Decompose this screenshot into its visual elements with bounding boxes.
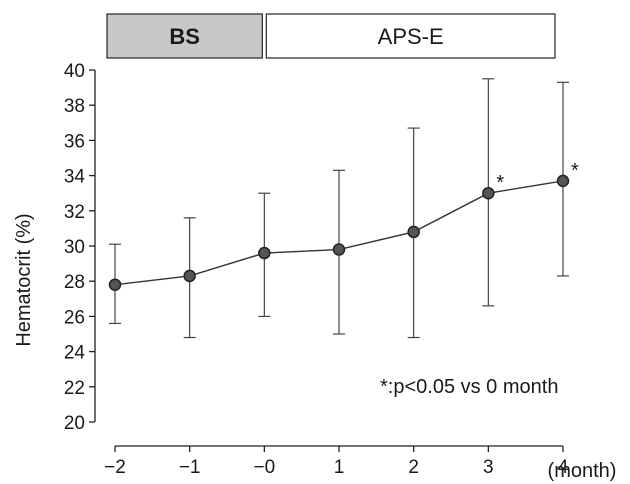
data-point-5 [482,186,495,200]
x-tick-label-6: 4 [558,457,569,478]
phase-label-bs: BS [169,24,200,49]
phase-box-aps-e [265,13,556,59]
y-tick-label-40: 40 [64,61,85,82]
x-tick-label-0: −2 [104,457,126,478]
phase-bar: BS APS-E [106,13,556,59]
significance-note: *:p<0.05 vs 0 month [380,376,558,398]
significance-star-6: * [571,160,579,182]
data-point-1 [183,269,196,283]
data-series: ** [108,78,579,339]
x-tick-label-1: −1 [179,457,201,478]
x-tick-label-4: 2 [408,457,419,478]
x-axis-title: (month) [548,460,617,482]
x-tick-label-2: −0 [253,457,275,478]
phase-label-aps-e: APS-E [378,24,444,49]
x-tick-label-3: 1 [334,457,345,478]
y-tick-label-20: 20 [64,413,85,434]
y-tick-label-38: 38 [64,96,85,117]
data-point-6 [556,174,570,188]
data-point-2 [258,246,271,260]
y-tick-label-26: 26 [64,307,85,328]
y-tick-label-22: 22 [64,378,85,399]
y-tick-label-36: 36 [64,131,85,152]
phase-box-bs [106,13,263,59]
y-tick-label-30: 30 [64,237,85,258]
data-point-4 [407,225,420,239]
data-point-3 [332,243,346,256]
y-axis-title: Hematocrit (%) [13,213,35,346]
x-tick-label-5: 3 [483,457,494,478]
y-tick-label-34: 34 [64,167,86,188]
y-tick-label-24: 24 [64,343,86,364]
y-tick-label-32: 32 [64,202,85,223]
y-tick-label-28: 28 [64,272,85,293]
data-point-0 [108,278,122,291]
significance-star-5: * [496,172,504,194]
